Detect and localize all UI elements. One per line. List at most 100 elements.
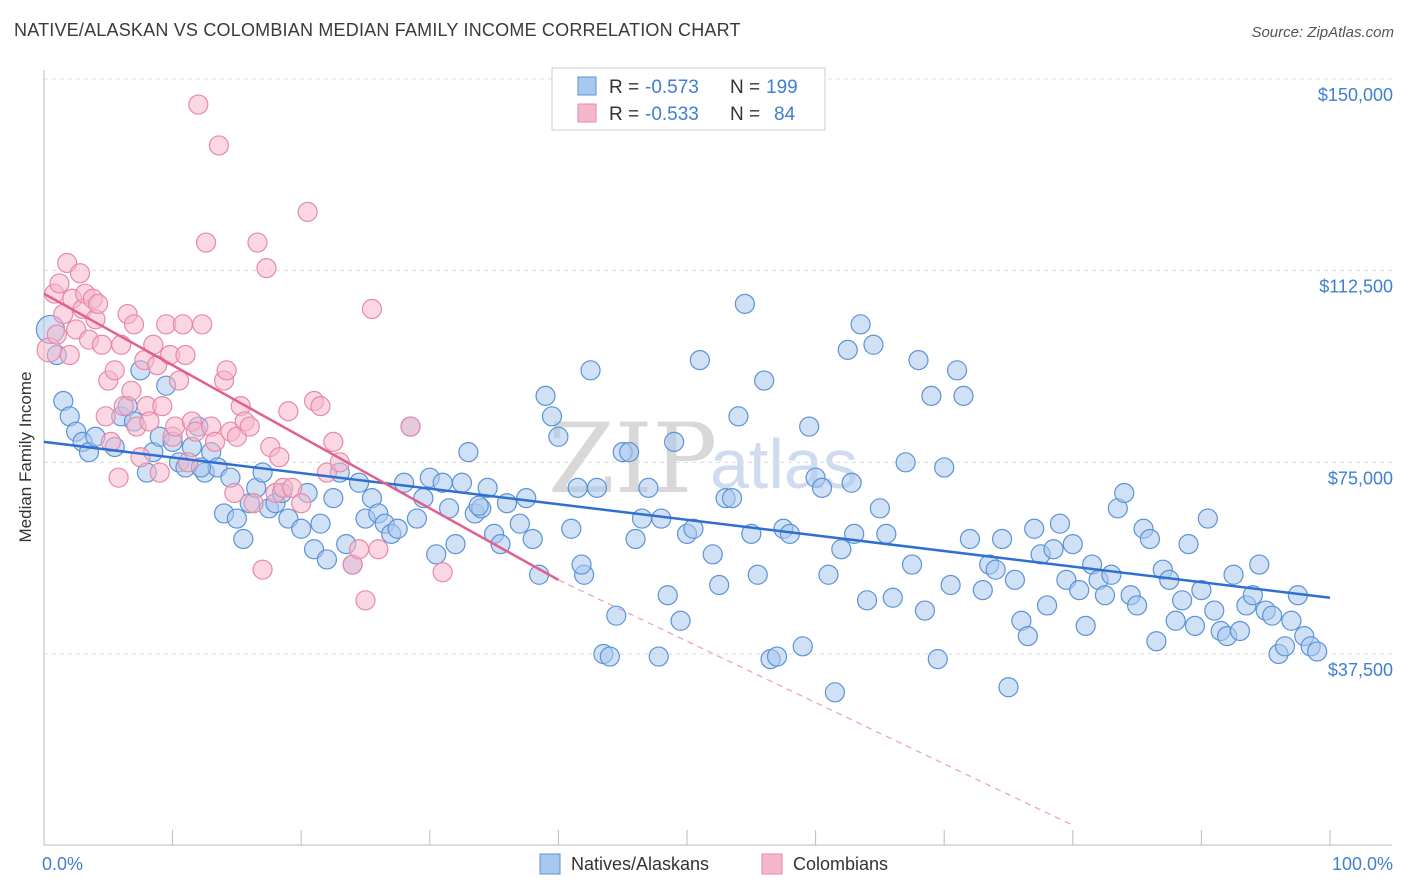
colombians-trend-line: [43, 292, 560, 581]
colombians-point: [108, 467, 129, 488]
natives-point: [670, 610, 691, 631]
colombians-point: [310, 396, 331, 417]
colombians-point: [361, 298, 383, 320]
colombians-point: [432, 562, 453, 583]
natives-point: [1249, 554, 1270, 575]
x-tick-label-max: 100.0%: [1332, 854, 1393, 874]
colombians-point: [192, 314, 213, 335]
natives-point: [985, 559, 1006, 580]
series-legend-label-colombians: Colombians: [793, 854, 888, 874]
colombians-point: [165, 416, 186, 437]
natives-point: [1229, 620, 1251, 642]
natives-point: [516, 488, 537, 509]
natives-point: [747, 564, 768, 585]
colombians-point: [297, 201, 318, 222]
colombians-point: [130, 447, 151, 468]
natives-point: [561, 518, 582, 539]
natives-point: [1307, 641, 1328, 662]
natives-point: [393, 472, 415, 493]
natives-point: [252, 462, 273, 483]
natives-point: [683, 518, 704, 539]
legend-r-label-natives: R =: [609, 77, 639, 98]
colombians-point: [282, 477, 303, 498]
series-legend: Natives/Alaskans Colombians: [539, 853, 888, 875]
colombians-point: [46, 324, 67, 345]
natives-point: [316, 549, 338, 570]
colombians-point: [208, 135, 229, 156]
colombians-point: [168, 370, 190, 391]
natives-point: [728, 406, 749, 427]
natives-point: [233, 528, 254, 550]
natives-point: [606, 605, 627, 626]
natives-point: [799, 416, 820, 437]
colombians-point: [91, 334, 112, 355]
natives-point: [841, 472, 862, 493]
y-tick-label-3: $150,000: [1318, 85, 1393, 105]
natives-point: [1069, 580, 1090, 601]
natives-point: [792, 636, 813, 657]
y-tick-label-2: $112,500: [1319, 277, 1393, 297]
natives-point: [451, 472, 473, 493]
natives-point: [1274, 636, 1296, 657]
colombians-point: [59, 344, 80, 366]
natives-point: [882, 587, 903, 608]
series-legend-swatch-colombians: [761, 853, 783, 875]
legend-r-value-natives: -0.573: [645, 77, 699, 98]
natives-point: [664, 431, 685, 452]
natives-point: [818, 564, 839, 585]
natives-point: [850, 314, 871, 335]
colombians-point: [291, 493, 312, 514]
legend-swatch-natives: [577, 76, 597, 96]
x-tick-label-min: 0.0%: [42, 854, 83, 874]
natives-point: [468, 495, 489, 516]
legend-r-value-colombians: -0.533: [645, 104, 699, 125]
natives-point: [959, 528, 981, 550]
natives-point: [310, 513, 331, 534]
natives-point: [548, 426, 569, 447]
colombians-trend-extension: [558, 579, 1074, 826]
y-tick-label-1: $75,000: [1328, 468, 1393, 488]
legend-n-value-natives: 199: [766, 77, 798, 98]
natives-point: [1114, 482, 1135, 504]
natives-point: [856, 590, 878, 611]
natives-point: [831, 539, 852, 560]
natives-point: [811, 477, 833, 498]
legend-swatch-colombians: [577, 103, 597, 123]
natives-point: [1017, 626, 1038, 647]
natives-point: [946, 360, 968, 381]
natives-point: [291, 518, 312, 539]
natives-point: [477, 477, 498, 498]
colombians-point: [188, 94, 209, 115]
natives-point: [1197, 508, 1218, 529]
natives-point: [657, 585, 678, 606]
colombians-point: [269, 447, 290, 468]
natives-point: [863, 334, 884, 355]
natives-point: [638, 477, 659, 498]
natives-point: [709, 574, 730, 596]
natives-point: [586, 477, 608, 498]
natives-point: [1204, 600, 1225, 621]
colombians-point: [278, 401, 299, 422]
colombians-point: [87, 293, 109, 314]
natives-point: [869, 498, 891, 519]
natives-point: [625, 528, 646, 550]
natives-point: [1165, 610, 1186, 631]
colombians-point: [400, 416, 421, 437]
natives-point: [323, 488, 344, 509]
colombians-point: [348, 539, 370, 560]
natives-point: [998, 677, 1019, 698]
colombians-point: [152, 396, 173, 417]
natives-point: [1146, 631, 1167, 652]
natives-point: [580, 360, 601, 381]
legend-n-label-colombians: N =: [730, 104, 760, 125]
natives-point: [226, 508, 247, 529]
x-ticks: [43, 830, 1331, 845]
colombians-point: [243, 493, 264, 514]
natives-point: [445, 534, 466, 555]
natives-point: [348, 472, 370, 493]
natives-point: [702, 544, 723, 565]
natives-point: [1043, 539, 1064, 560]
natives-point: [1139, 528, 1161, 550]
colombians-point: [256, 258, 277, 279]
